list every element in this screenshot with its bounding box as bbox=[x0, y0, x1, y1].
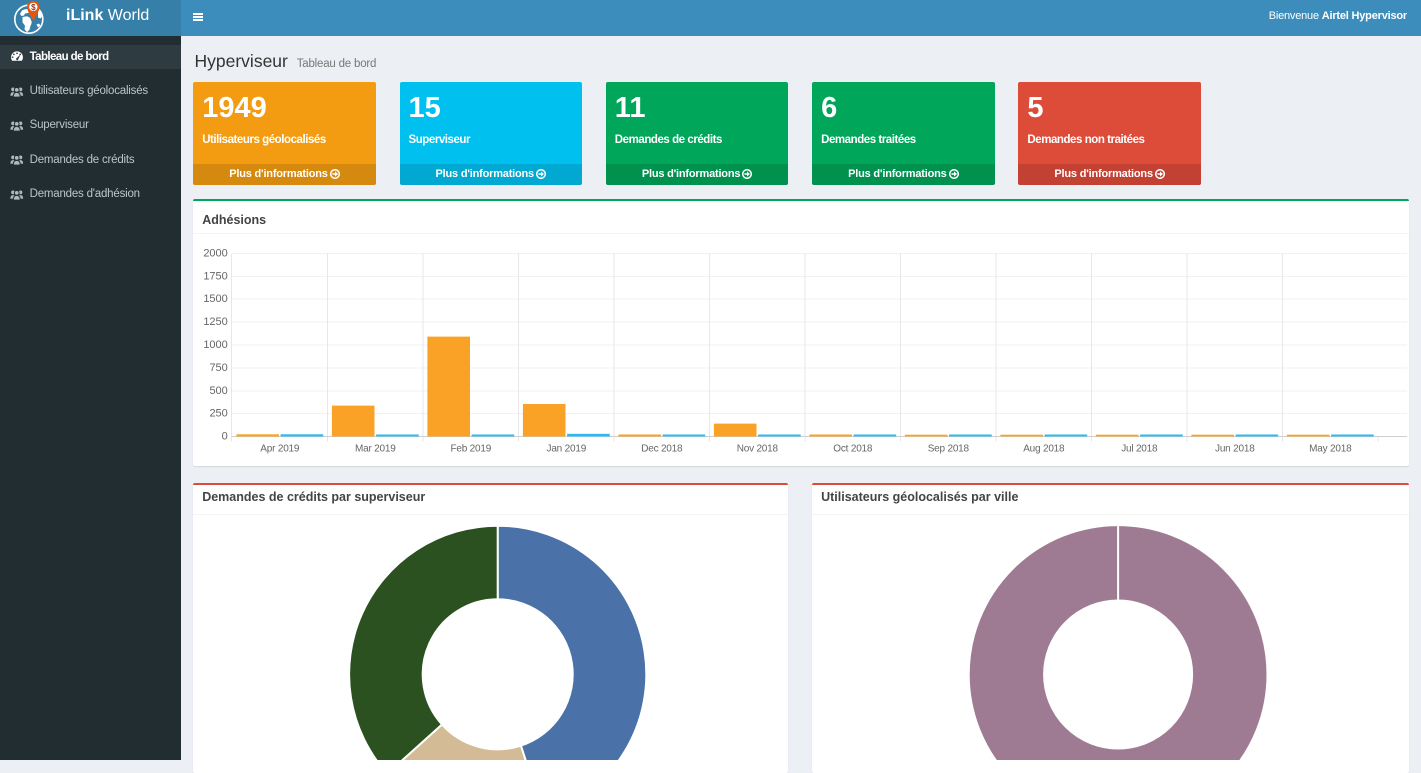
svg-text:Feb 2019: Feb 2019 bbox=[451, 444, 492, 455]
svg-text:1250: 1250 bbox=[204, 316, 228, 328]
svg-text:250: 250 bbox=[210, 408, 228, 420]
svg-text:May 2018: May 2018 bbox=[1309, 444, 1352, 455]
svg-text:Dec 2018: Dec 2018 bbox=[641, 444, 683, 455]
svg-text:Jul 2018: Jul 2018 bbox=[1121, 444, 1158, 455]
svg-text:Oct 2018: Oct 2018 bbox=[833, 444, 873, 455]
svg-text:$: $ bbox=[31, 3, 36, 12]
svg-text:Jun 2018: Jun 2018 bbox=[1215, 444, 1255, 455]
svg-text:1750: 1750 bbox=[204, 270, 228, 282]
svg-text:1000: 1000 bbox=[204, 339, 228, 351]
svg-text:Apr 2019: Apr 2019 bbox=[260, 444, 300, 455]
svg-text:2000: 2000 bbox=[204, 248, 228, 260]
svg-text:Nov 2018: Nov 2018 bbox=[737, 444, 779, 455]
svg-text:Sep 2018: Sep 2018 bbox=[928, 444, 970, 455]
svg-text:500: 500 bbox=[210, 385, 228, 397]
svg-text:Mar 2019: Mar 2019 bbox=[355, 444, 396, 455]
svg-text:1500: 1500 bbox=[204, 293, 228, 305]
svg-text:0: 0 bbox=[222, 431, 228, 443]
svg-text:750: 750 bbox=[210, 362, 228, 374]
svg-text:Jan 2019: Jan 2019 bbox=[547, 444, 587, 455]
svg-text:Aug 2018: Aug 2018 bbox=[1023, 444, 1065, 455]
